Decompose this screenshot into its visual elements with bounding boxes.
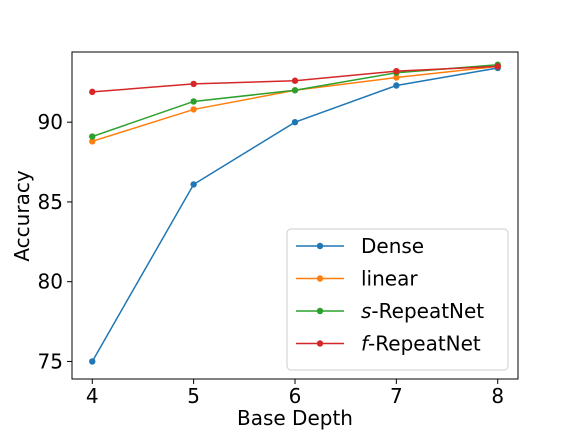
series-point-2-0 [89, 133, 96, 140]
legend-label-text-3: -RepeatNet [368, 332, 481, 356]
series-point-3-4 [494, 63, 501, 70]
series-point-2-2 [291, 87, 299, 94]
legend-label-prefix-2: s [361, 299, 371, 323]
legend-box [286, 228, 509, 371]
x-tick-label-1: 5 [187, 384, 200, 408]
legend-marker-1 [316, 275, 324, 282]
series-point-3-1 [190, 80, 197, 88]
series-point-0-1 [190, 181, 197, 188]
series-point-0-0 [89, 358, 96, 365]
plot-area [89, 61, 501, 365]
series-point-2-1 [190, 98, 197, 105]
legend-label-1: linear [361, 267, 418, 291]
x-tick-label-0: 4 [86, 384, 99, 408]
legend-label-text-0: Dense [361, 234, 424, 258]
legend-label-text-2: -RepeatNet [371, 299, 484, 323]
legend-marker-0 [316, 242, 324, 250]
series-point-1-1 [190, 106, 197, 113]
legend-label-text-1: linear [361, 267, 418, 291]
x-tick-label-3: 7 [390, 384, 403, 408]
y-tick-label-0: 75 [38, 349, 63, 373]
series-point-3-2 [291, 77, 299, 84]
x-tick-label-2: 6 [289, 384, 302, 408]
y-axis-title: Accuracy [10, 170, 34, 261]
axes: 4 5 6 7 8 75 80 85 90 [38, 51, 519, 408]
series-point-0-3 [393, 82, 400, 89]
legend-marker-3 [316, 340, 324, 347]
legend-marker-2 [316, 307, 324, 315]
series-point-0-2 [291, 118, 299, 126]
y-tick-label-3: 90 [38, 110, 63, 134]
series-point-3-3 [393, 67, 400, 75]
series-point-1-0 [89, 138, 96, 145]
x-tick-label-4: 8 [491, 384, 504, 408]
y-tick-label-1: 80 [38, 270, 63, 294]
legend-label-prefix-3: f [361, 332, 371, 356]
legend-label-0: Dense [361, 234, 424, 258]
series-point-1-3 [393, 74, 400, 81]
legend-label-2: s-RepeatNet [361, 299, 484, 323]
y-tick-label-2: 85 [38, 190, 63, 214]
series-point-3-0 [89, 88, 96, 96]
legend-label-3: f-RepeatNet [361, 332, 481, 356]
x-axis-title: Base Depth [237, 406, 353, 430]
